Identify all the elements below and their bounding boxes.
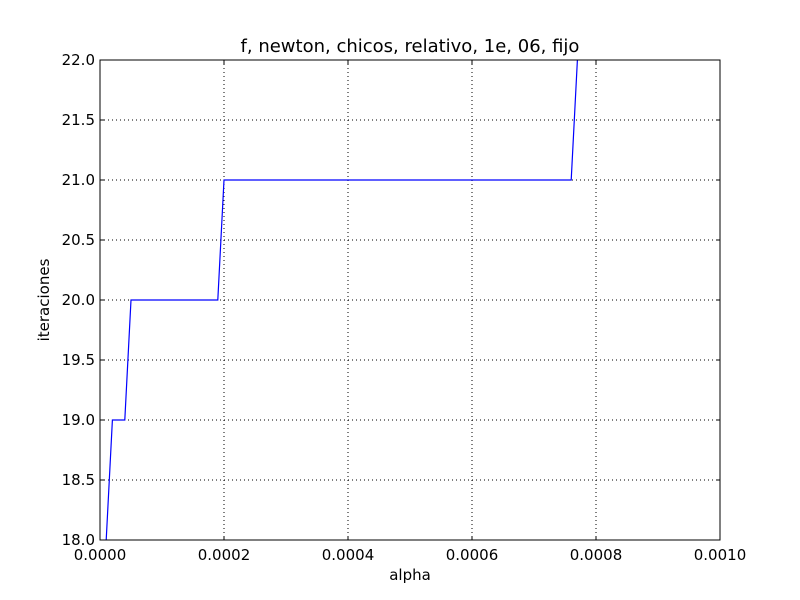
x-tick-label: 0.0002: [198, 546, 251, 564]
chart-title: f, newton, chicos, relativo, 1e, 06, fij…: [241, 36, 580, 57]
y-axis-label: iteraciones: [35, 258, 53, 341]
y-tick-label: 21.0: [62, 171, 95, 189]
y-tick-labels: 18.0 18.5 19.0 19.5 20.0 20.5 21.0 21.5 22.0: [62, 51, 95, 549]
series-layer: [105, 60, 578, 540]
tick-marks: [99, 59, 721, 541]
x-tick-label: 0.0006: [446, 546, 499, 564]
x-tick-label: 0.0000: [74, 546, 127, 564]
y-tick-label: 18.0: [62, 531, 95, 549]
y-tick-label: 22.0: [62, 51, 95, 69]
y-tick-label: 19.0: [62, 411, 95, 429]
y-tick-label: 20.0: [62, 291, 95, 309]
y-tick-label: 19.5: [62, 351, 95, 369]
grid-lines: [100, 60, 720, 540]
x-tick-labels: 0.0000 0.0002 0.0004 0.0006 0.0008 0.0010: [74, 546, 747, 564]
x-tick-label: 0.0010: [694, 546, 747, 564]
y-tick-label: 18.5: [62, 471, 95, 489]
x-tick-label: 0.0008: [570, 546, 623, 564]
y-tick-label: 21.5: [62, 111, 95, 129]
series-line: [105, 60, 578, 540]
y-tick-label: 20.5: [62, 231, 95, 249]
x-axis-label: alpha: [389, 566, 431, 584]
x-tick-label: 0.0004: [322, 546, 375, 564]
